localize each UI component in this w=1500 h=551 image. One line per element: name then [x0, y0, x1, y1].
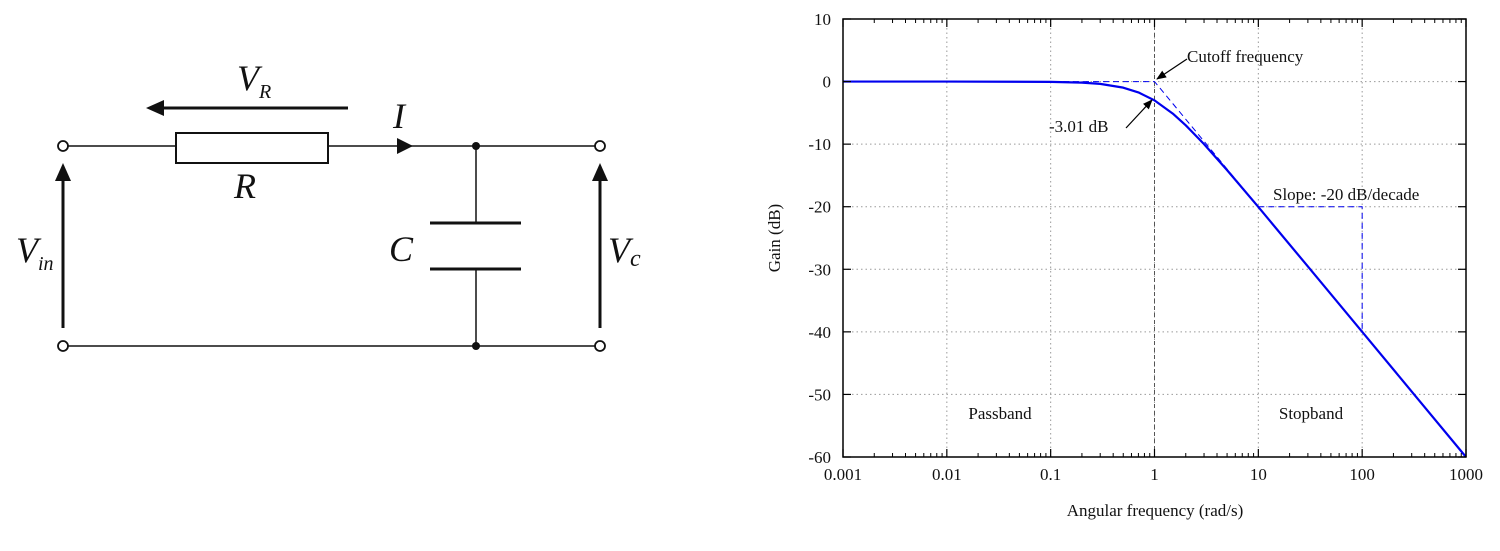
y-tick-label: -40 [808, 323, 831, 342]
terminal-output-top [594, 140, 606, 152]
current-label: I [392, 96, 407, 136]
x-tick-label: 0.1 [1040, 465, 1061, 484]
vin-arrow-icon [55, 163, 71, 181]
minus3db-annotation: -3.01 dB [1049, 117, 1109, 136]
asymptote-lines [843, 19, 1467, 458]
resistor-symbol [175, 132, 329, 164]
y-tick-label: -60 [808, 448, 831, 467]
slope-triangle [1258, 206, 1363, 332]
series-layer [842, 80, 1467, 458]
vr-arrow-icon [146, 100, 164, 116]
x-tick-label: 0.01 [932, 465, 962, 484]
y-axis-title: Gain (dB) [765, 204, 784, 272]
y-tick-label: 10 [814, 10, 831, 29]
y-tick-label: -20 [808, 198, 831, 217]
terminal-input-bottom [57, 340, 69, 352]
bode-plot: 0.001 0.01 0.1 1 10 100 1000100-10-20-30-40-50… [765, 10, 1483, 520]
minus3db-arrow [1125, 99, 1153, 129]
junction-dot-top [472, 142, 480, 150]
rc-circuit-diagram: VR I R C Vin Vc [16, 58, 641, 352]
vr-label: VR [237, 58, 271, 103]
current-arrow-icon [397, 138, 413, 154]
capacitor-label: C [389, 229, 414, 269]
slope-annotation: Slope: -20 dB/decade [1273, 185, 1419, 204]
x-tick-label: 0.001 [824, 465, 862, 484]
stopband-label: Stopband [1279, 404, 1344, 423]
x-tick-label: 1 [1150, 465, 1159, 484]
x-tick-label: 10 [1250, 465, 1267, 484]
resistor-label: R [233, 166, 256, 206]
y-tick-label: -50 [808, 385, 831, 404]
y-tick-label: 0 [823, 73, 832, 92]
passband-label: Passband [968, 404, 1032, 423]
gain-curve [842, 80, 1467, 458]
cutoff-annotation: Cutoff frequency [1187, 47, 1304, 66]
terminal-input-top [57, 140, 69, 152]
tick-layer: 0.001 0.01 0.1 1 10 100 1000100-10-20-30-40-50… [808, 10, 1483, 484]
x-axis-title: Angular frequency (rad/s) [1067, 501, 1244, 520]
terminal-output-bottom [594, 340, 606, 352]
x-tick-label: 1000 [1449, 465, 1483, 484]
cutoff-arrow [1156, 58, 1188, 80]
vc-arrow-icon [592, 163, 608, 181]
x-tick-label: 100 [1349, 465, 1375, 484]
vin-label: Vin [16, 230, 54, 275]
vc-label: Vc [608, 230, 641, 272]
y-tick-label: -30 [808, 260, 831, 279]
y-tick-label: -10 [808, 135, 831, 154]
junction-dot-bottom [472, 342, 480, 350]
